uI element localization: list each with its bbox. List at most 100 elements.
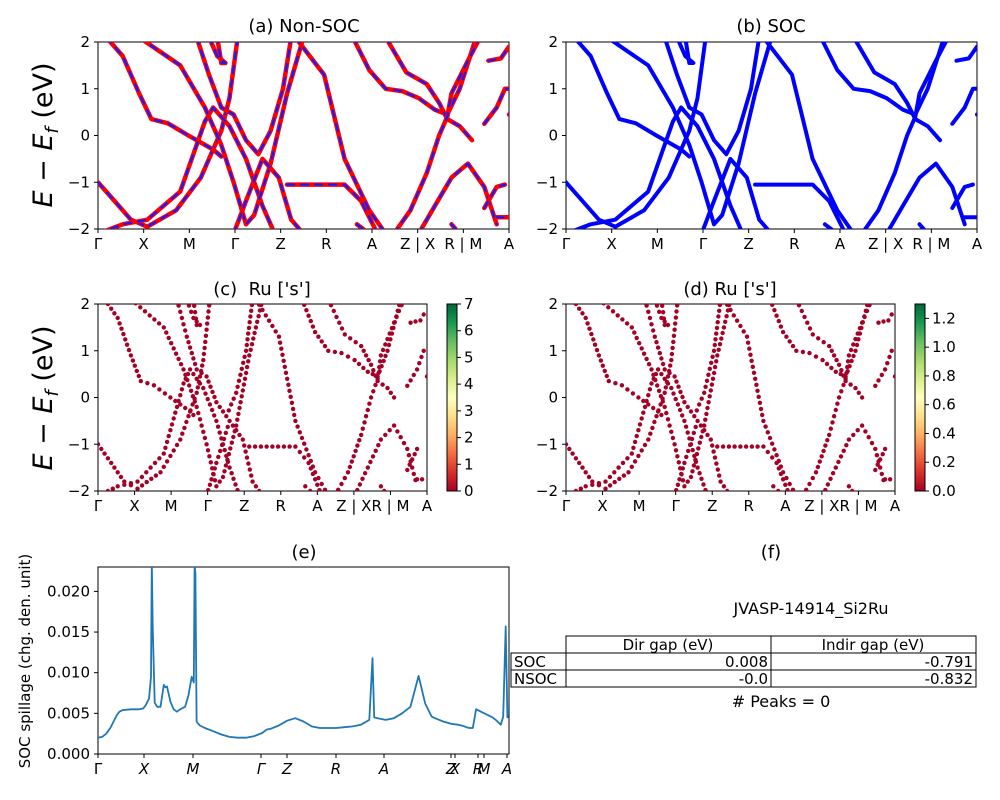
panel-d-point — [652, 419, 657, 425]
panel-d-point — [649, 381, 654, 386]
gap-table: JVASP-14914_Si2Ru Dir gap (eV) Indir gap… — [510, 599, 977, 711]
panel-d-point — [583, 484, 588, 489]
panel-c-point — [242, 376, 248, 381]
panel-a-band-line — [209, 42, 227, 65]
panel-c-point — [102, 451, 107, 456]
panel-c-point — [382, 488, 387, 491]
panel-c-xtick-label: X — [129, 497, 139, 515]
panel-d-point — [825, 482, 831, 487]
panel-c-point — [387, 428, 392, 433]
panel-d-point — [778, 464, 784, 469]
panel-e-xtick-label: Γ — [257, 760, 267, 778]
panel-c-point — [249, 342, 255, 347]
panel-d-point — [625, 387, 630, 392]
panel-c-point — [222, 469, 227, 474]
panel-b-ytick-label: 1 — [548, 80, 558, 98]
panel-c-point — [246, 325, 252, 331]
panel-c-point — [363, 353, 369, 358]
panel-c-point — [234, 390, 239, 395]
panel-c-point — [281, 358, 286, 363]
panel-d-point — [657, 350, 662, 356]
panel-d-point — [597, 297, 601, 301]
panel-d-point — [701, 482, 706, 487]
panel-d-point — [682, 460, 687, 466]
panel-c-point — [201, 351, 207, 357]
panel-c-point — [206, 379, 211, 384]
panel-c-point — [203, 339, 208, 345]
panel-d-point — [799, 308, 804, 314]
panel-c-point — [121, 331, 126, 337]
panel-c-point — [216, 454, 221, 460]
panel-d-point — [646, 402, 651, 407]
panel-d-point — [655, 367, 661, 372]
panel-e-xtick-label: Z — [281, 760, 293, 778]
panel-d-point — [720, 330, 725, 336]
panel-c-point — [336, 487, 341, 491]
panel-c-point — [101, 491, 105, 495]
panel-c-point — [182, 425, 187, 431]
panel-c-point — [308, 458, 313, 464]
panel-c-point — [226, 408, 231, 413]
panel-d-point — [796, 304, 802, 308]
panel-d-point — [717, 473, 722, 478]
panel-d-point — [878, 457, 883, 462]
panel-b-band-line — [862, 42, 948, 229]
panel-d-point — [862, 314, 867, 320]
panel-c-point — [136, 373, 141, 379]
panel-d-point — [760, 412, 765, 418]
panel-d-point — [667, 423, 672, 428]
panel-d-point — [637, 422, 643, 427]
panel-c-point — [188, 388, 194, 393]
panel-c-point — [194, 376, 199, 381]
panel-d-point — [810, 332, 815, 337]
panel-d-point — [639, 448, 644, 453]
panel-d-point — [589, 331, 594, 337]
panel-c-point — [215, 424, 221, 429]
panel-c-point — [376, 443, 381, 448]
panel-d-point — [702, 428, 707, 433]
panel-c-point — [419, 477, 425, 482]
panel-d-colorbar-tick-label: 1.2 — [932, 309, 956, 327]
panel-d-point — [765, 449, 770, 455]
panel-d-point — [780, 477, 786, 482]
panel-d-point — [671, 333, 677, 338]
panel-e-xtick-label: Γ — [94, 760, 103, 778]
panel-c-point — [348, 336, 353, 341]
panel-d-point — [688, 409, 694, 414]
panel-d-point — [637, 341, 642, 346]
panel-c-point — [179, 315, 185, 321]
panel-b-band-line — [764, 42, 853, 229]
panel-c-point — [401, 440, 407, 446]
panel-d-point — [879, 471, 884, 477]
panel-d-point — [770, 455, 775, 460]
panel-a-xtick-label: X — [139, 235, 149, 253]
panel-d-ytick-label: 0 — [548, 389, 558, 407]
panel-d-point — [601, 304, 606, 306]
panel-d-point — [721, 484, 727, 489]
panel-b-xtick-label: X — [607, 235, 617, 253]
panel-d-point — [749, 358, 754, 363]
panel-d-point — [702, 423, 707, 428]
panel-d-point — [669, 429, 674, 434]
panel-c-point — [240, 388, 245, 393]
panel-d-point — [721, 325, 727, 330]
panel-d-point — [644, 356, 649, 362]
panel-d-point — [770, 304, 775, 307]
panel-c-point — [228, 446, 233, 451]
panel-c-point — [240, 437, 245, 442]
panel-d-point — [670, 345, 675, 351]
panel-d-point — [848, 382, 853, 387]
panel-d-point — [594, 347, 600, 353]
panel-c-point — [332, 349, 338, 355]
panel-d-point — [676, 384, 681, 389]
panel-d-point — [802, 314, 807, 320]
panel-c-point — [368, 362, 374, 367]
panel-d-point — [849, 358, 854, 364]
panel-c-point — [144, 470, 149, 475]
panel-b-xtick-label: Z — [744, 235, 754, 253]
panel-c-point — [194, 404, 199, 410]
panel-d-point — [649, 322, 654, 327]
panel-c-point — [132, 363, 137, 368]
panel-a-band-line — [108, 42, 223, 158]
